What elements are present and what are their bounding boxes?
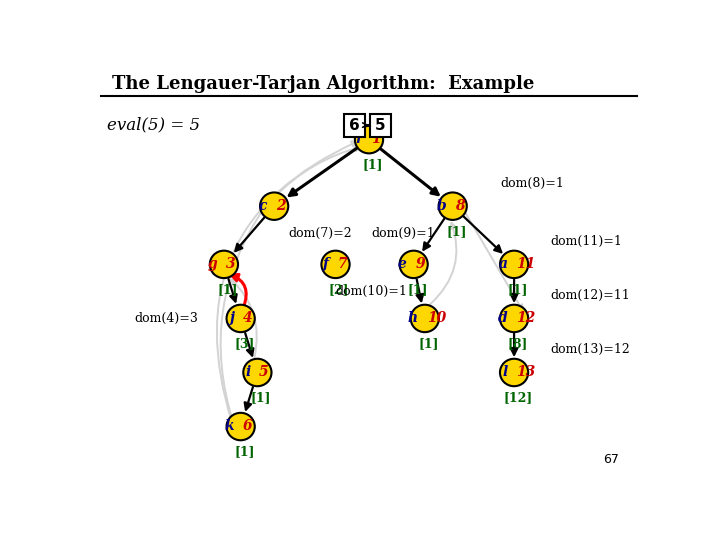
- Text: [1]: [1]: [251, 391, 271, 404]
- Text: r: r: [355, 132, 362, 146]
- Text: dom(4)=3: dom(4)=3: [135, 312, 199, 325]
- Text: 9: 9: [415, 256, 425, 271]
- Text: g: g: [207, 256, 217, 271]
- Text: [1]: [1]: [234, 446, 255, 458]
- Text: k: k: [225, 419, 234, 433]
- Text: 6: 6: [349, 118, 360, 133]
- Text: f: f: [323, 256, 329, 271]
- Text: 7: 7: [338, 256, 347, 271]
- Ellipse shape: [500, 305, 528, 332]
- Text: 6: 6: [243, 419, 252, 433]
- Text: [1]: [1]: [446, 225, 467, 238]
- Text: c: c: [259, 199, 267, 213]
- FancyBboxPatch shape: [369, 113, 391, 137]
- Ellipse shape: [227, 305, 255, 332]
- Text: 1: 1: [371, 132, 380, 146]
- Text: [2]: [2]: [329, 283, 349, 296]
- Text: [1]: [1]: [418, 337, 438, 350]
- Text: d: d: [498, 311, 508, 325]
- Text: dom(13)=12: dom(13)=12: [550, 343, 630, 356]
- FancyBboxPatch shape: [344, 113, 365, 137]
- Text: dom(8)=1: dom(8)=1: [500, 177, 564, 190]
- Ellipse shape: [260, 192, 288, 220]
- Ellipse shape: [438, 192, 467, 220]
- Text: b: b: [436, 199, 446, 213]
- Ellipse shape: [500, 359, 528, 386]
- Text: 5: 5: [375, 118, 385, 133]
- Text: [1]: [1]: [407, 283, 428, 296]
- Ellipse shape: [400, 251, 428, 278]
- Ellipse shape: [227, 413, 255, 440]
- Text: 4: 4: [243, 311, 252, 325]
- Text: [8]: [8]: [508, 337, 528, 350]
- Ellipse shape: [410, 305, 439, 332]
- Text: 5: 5: [259, 365, 269, 379]
- Text: 67: 67: [603, 453, 619, 466]
- Ellipse shape: [500, 251, 528, 278]
- Text: dom(9)=1: dom(9)=1: [372, 227, 436, 240]
- Ellipse shape: [243, 359, 271, 386]
- Ellipse shape: [355, 126, 383, 153]
- Text: eval(5) = 5: eval(5) = 5: [107, 117, 200, 134]
- Text: dom(7)=2: dom(7)=2: [288, 227, 351, 240]
- Text: a: a: [498, 256, 508, 271]
- Text: 13: 13: [516, 365, 535, 379]
- Text: The Lengauer-Tarjan Algorithm:  Example: The Lengauer-Tarjan Algorithm: Example: [112, 75, 535, 93]
- Text: 11: 11: [516, 256, 535, 271]
- Text: e: e: [398, 256, 407, 271]
- Text: 10: 10: [427, 311, 446, 325]
- Text: [3]: [3]: [234, 337, 255, 350]
- Text: 12: 12: [516, 311, 535, 325]
- Text: 8: 8: [454, 199, 464, 213]
- Text: 2: 2: [276, 199, 286, 213]
- Text: [1]: [1]: [508, 283, 528, 296]
- Ellipse shape: [210, 251, 238, 278]
- Text: dom(11)=1: dom(11)=1: [550, 235, 622, 248]
- Text: l: l: [502, 365, 508, 379]
- Text: [12]: [12]: [503, 391, 532, 404]
- Text: [1]: [1]: [362, 158, 383, 171]
- Ellipse shape: [321, 251, 350, 278]
- Text: i: i: [246, 365, 251, 379]
- Text: dom(10)=1: dom(10)=1: [336, 285, 408, 298]
- Text: dom(12)=11: dom(12)=11: [550, 289, 630, 302]
- Text: h: h: [408, 311, 418, 325]
- Text: [1]: [1]: [217, 283, 238, 296]
- Text: j: j: [229, 311, 234, 325]
- Text: 3: 3: [226, 256, 235, 271]
